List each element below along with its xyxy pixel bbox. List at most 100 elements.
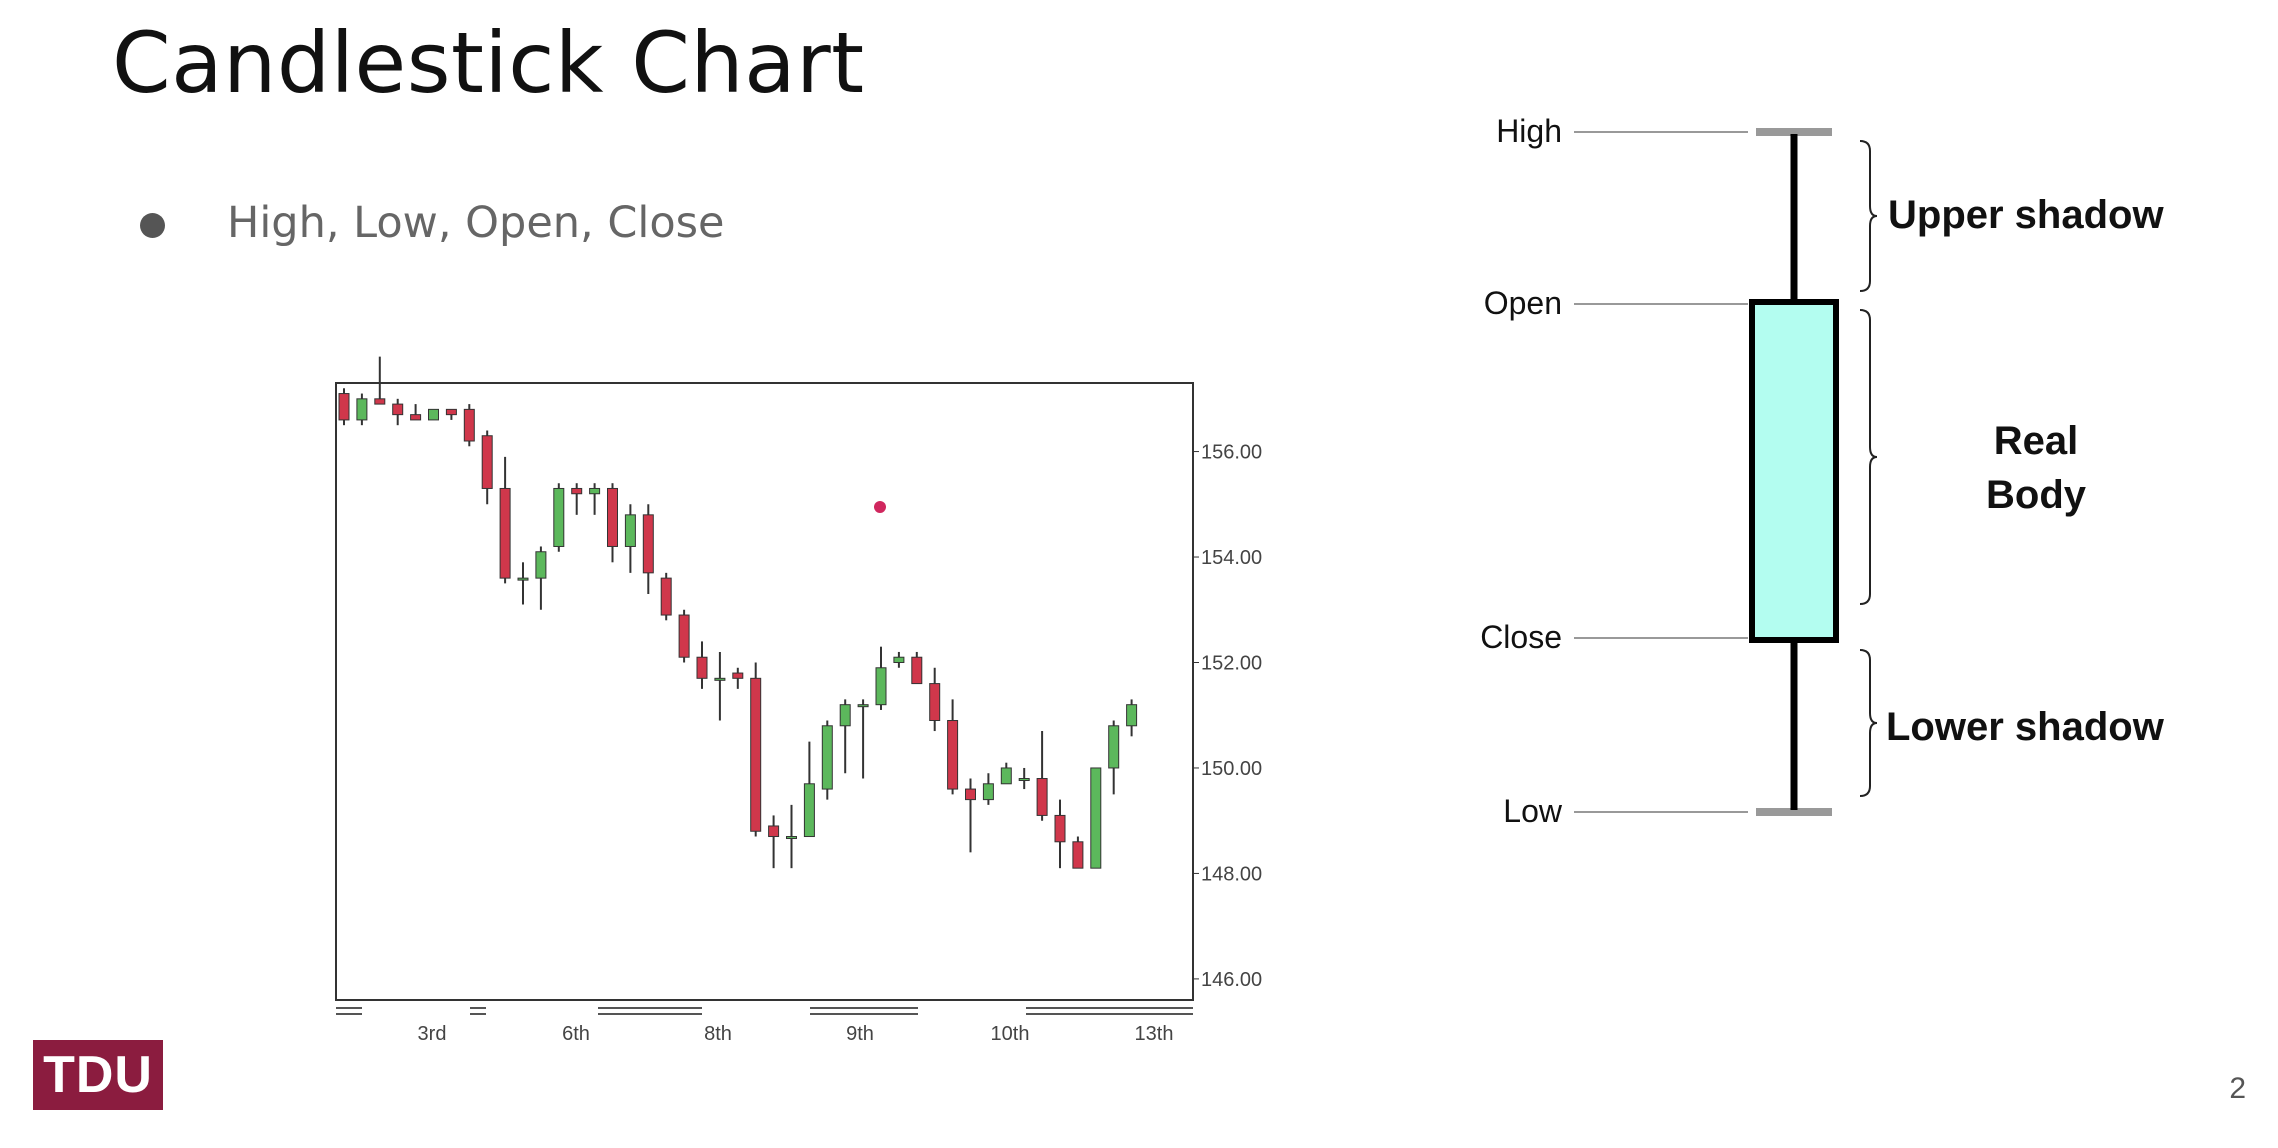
candle [535, 546, 547, 610]
candle [929, 667, 941, 732]
candle-body-down [911, 656, 923, 685]
candle-body-up [1126, 704, 1138, 727]
candle-body-up [982, 783, 994, 801]
candle-body-down [463, 408, 475, 442]
candle-body-down [1036, 778, 1048, 816]
candle-body-up [1018, 778, 1030, 782]
lower-shadow-brace [1859, 649, 1878, 797]
bullet-text: High, Low, Open, Close [227, 198, 725, 248]
page-number: 2 [2229, 1072, 2246, 1105]
candle [893, 651, 905, 668]
chart-frame [335, 382, 1194, 1001]
candle-body-down [965, 788, 976, 801]
x-tick-label: 9th [846, 1023, 874, 1045]
candle [696, 641, 708, 689]
candle [1036, 731, 1048, 821]
candle-body-down [1072, 841, 1084, 869]
x-tick-label: 8th [704, 1023, 732, 1045]
tdu-logo: TDU [33, 1040, 163, 1110]
candle-body-down [571, 487, 583, 495]
candle-body-up [535, 551, 547, 579]
y-tick-label: 156.00 [1201, 442, 1262, 464]
x-tick-label: 6th [562, 1023, 590, 1045]
real-body-label-line1: Real [1994, 419, 2079, 463]
lower-shadow-label: Lower shadow [1886, 705, 2165, 749]
candle-body-down [410, 414, 422, 421]
candle-body-down [445, 408, 457, 416]
candle-body-up [821, 725, 833, 790]
real-body-label-line2: Body [1986, 473, 2087, 517]
candle [428, 408, 439, 421]
candle-body-down [768, 825, 780, 838]
candle [1054, 799, 1066, 869]
candle-body-up [553, 487, 565, 547]
bullet-dot [140, 213, 165, 238]
chart-marker-dot [874, 501, 886, 513]
slide-title: Candlestick Chart [112, 14, 865, 112]
candle [857, 699, 869, 779]
low-label: Low [1503, 793, 1563, 829]
candle-body-down [696, 656, 708, 679]
y-tick-label: 152.00 [1201, 652, 1262, 674]
candle [875, 646, 887, 710]
candle [1090, 767, 1102, 869]
candle [553, 483, 565, 552]
candle [463, 404, 475, 447]
candle-body-down [499, 487, 511, 579]
candle-body-up [624, 514, 636, 547]
candle [911, 651, 923, 685]
candle [660, 572, 672, 621]
candle [839, 699, 851, 774]
candle [392, 398, 404, 426]
candle [1000, 762, 1012, 785]
y-tick-label: 146.00 [1201, 969, 1262, 991]
candle-body-down [481, 435, 493, 489]
candle-body-up [857, 704, 869, 708]
candle-body-up [589, 487, 601, 495]
candle-body-down [678, 614, 690, 658]
candle-body-down [929, 683, 941, 722]
candle [499, 456, 511, 584]
y-tick-label: 154.00 [1201, 547, 1262, 569]
candle [714, 651, 726, 721]
candle-body-up [1090, 767, 1102, 869]
candle-body-down [750, 677, 762, 832]
candle [571, 483, 583, 515]
x-tick-label: 13th [1135, 1023, 1174, 1045]
candle-body-up [714, 677, 726, 681]
close-label: Close [1480, 619, 1562, 655]
candle [982, 773, 994, 805]
y-tick-label: 150.00 [1201, 758, 1262, 780]
candle [1108, 720, 1120, 795]
candle [768, 815, 780, 869]
candle-body-up [893, 656, 905, 663]
candle [1018, 767, 1030, 790]
candle [786, 804, 797, 869]
candle [445, 408, 457, 420]
candle [803, 741, 815, 838]
real-body-box [1749, 299, 1839, 643]
candle [589, 483, 601, 515]
candle [607, 483, 618, 563]
candle-body-down [732, 672, 744, 679]
candle [338, 388, 350, 426]
candle [624, 504, 636, 573]
high-label: High [1496, 113, 1562, 149]
candle-body-down [392, 403, 404, 416]
candle-body-up [1000, 767, 1012, 785]
candle [678, 609, 690, 663]
candle-body-down [1054, 814, 1066, 843]
candle [481, 430, 493, 505]
candle [732, 667, 744, 689]
candle [821, 720, 833, 800]
candle-body-down [642, 514, 654, 574]
candle [1072, 836, 1084, 869]
x-tick-label: 10th [991, 1023, 1030, 1045]
candle [517, 562, 529, 605]
candle [356, 393, 368, 426]
y-tick-label: 148.00 [1201, 863, 1262, 885]
candle-body-up [356, 398, 368, 421]
candle-body-down [338, 393, 350, 421]
candle-body-up [839, 704, 851, 727]
